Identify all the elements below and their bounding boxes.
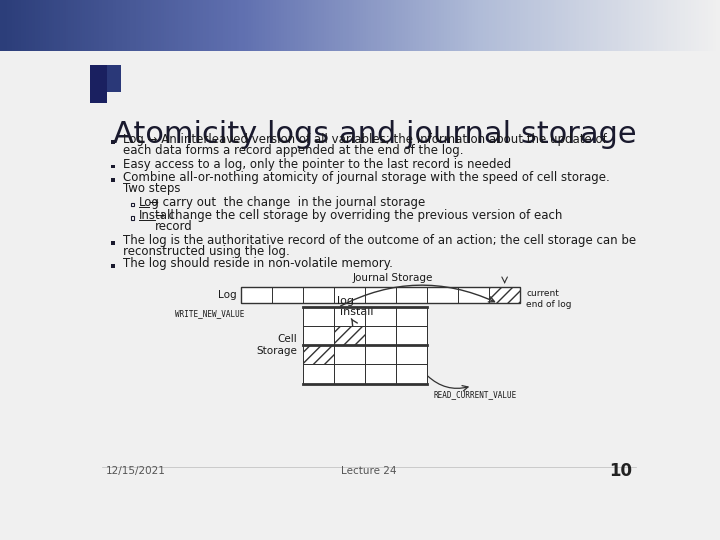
Bar xyxy=(112,165,115,168)
Text: The log is the authoritative record of the outcome of an action; the cell storag: The log is the authoritative record of t… xyxy=(122,234,636,247)
Bar xyxy=(131,217,134,220)
Text: each data forms a record appended at the end of the log.: each data forms a record appended at the… xyxy=(122,144,463,157)
Text: Easy access to a log, only the pointer to the last record is needed: Easy access to a log, only the pointer t… xyxy=(122,158,510,171)
Bar xyxy=(396,345,427,364)
Text: Log: Log xyxy=(139,196,160,209)
Text: reconstructed using the log.: reconstructed using the log. xyxy=(122,245,289,258)
Text: Two steps: Two steps xyxy=(122,183,180,195)
Bar xyxy=(303,287,334,303)
Bar xyxy=(90,65,107,103)
Bar xyxy=(365,345,396,364)
Text: log: log xyxy=(337,296,354,306)
Bar xyxy=(112,264,115,268)
Text: → carry out  the change  in the journal storage: → carry out the change in the journal st… xyxy=(149,196,425,209)
Bar xyxy=(365,326,396,345)
Bar xyxy=(365,307,396,326)
Bar xyxy=(112,140,115,144)
Bar xyxy=(489,287,520,303)
Bar xyxy=(334,307,365,326)
Text: record: record xyxy=(155,220,193,233)
Text: Install: Install xyxy=(139,209,174,222)
Bar xyxy=(334,345,365,364)
Bar xyxy=(112,178,115,182)
Bar xyxy=(241,287,520,303)
Text: Combine all-or-nothing atomicity of journal storage with the speed of cell stora: Combine all-or-nothing atomicity of jour… xyxy=(122,172,609,185)
Text: READ_CURRENT_VALUE: READ_CURRENT_VALUE xyxy=(433,390,516,399)
Bar xyxy=(365,287,396,303)
Bar xyxy=(334,364,365,383)
Bar xyxy=(272,287,303,303)
Text: Log → An interleaved version of all variables; the information about the update : Log → An interleaved version of all vari… xyxy=(122,133,606,146)
Text: 12/15/2021: 12/15/2021 xyxy=(106,467,166,476)
Text: Atomicity logs and journal storage: Atomicity logs and journal storage xyxy=(113,120,637,149)
Bar xyxy=(334,287,365,303)
Text: WRITE_NEW_VALUE: WRITE_NEW_VALUE xyxy=(175,309,245,318)
Text: Lecture 24: Lecture 24 xyxy=(341,467,397,476)
Bar xyxy=(427,287,458,303)
Bar xyxy=(112,241,115,245)
Bar xyxy=(303,326,334,345)
Bar xyxy=(107,65,121,92)
Text: The log should reside in non-volatile memory.: The log should reside in non-volatile me… xyxy=(122,257,392,270)
Bar xyxy=(396,326,427,345)
Bar xyxy=(458,287,489,303)
Bar xyxy=(131,204,134,206)
Bar xyxy=(396,364,427,383)
Bar xyxy=(396,307,427,326)
Bar xyxy=(303,364,334,383)
Text: current
end of log: current end of log xyxy=(526,289,572,308)
Text: Cell
Storage: Cell Storage xyxy=(256,334,297,356)
Text: Log: Log xyxy=(218,290,236,300)
Bar xyxy=(303,307,334,326)
Bar xyxy=(365,364,396,383)
Text: install: install xyxy=(340,307,374,318)
Text: → change the cell storage by overriding the previous version of each: → change the cell storage by overriding … xyxy=(155,209,562,222)
Bar xyxy=(396,287,427,303)
Bar xyxy=(241,287,272,303)
Bar xyxy=(303,345,334,364)
Bar xyxy=(334,326,365,345)
Text: 10: 10 xyxy=(610,462,632,481)
Text: Journal Storage: Journal Storage xyxy=(352,273,433,283)
